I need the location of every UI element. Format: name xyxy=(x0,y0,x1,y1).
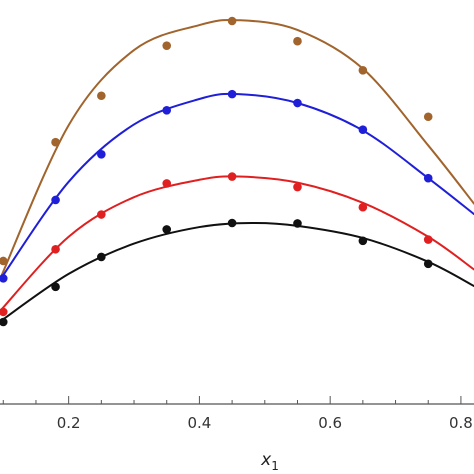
series-1-curve xyxy=(0,18,474,281)
x-tick-label: 0.2 xyxy=(57,414,81,432)
series-2-point-1 xyxy=(0,274,8,283)
series-4-point-8 xyxy=(423,259,433,269)
series-1-point-5 xyxy=(227,16,237,26)
series-4-point-2 xyxy=(51,282,60,292)
series-3-point-8 xyxy=(423,235,433,244)
series-2-point-2 xyxy=(51,195,60,205)
series-3-point-7 xyxy=(358,202,368,212)
series-3-point-3 xyxy=(97,210,106,219)
series-3-curve xyxy=(0,175,474,313)
x-tick-label: 0.8 xyxy=(449,414,473,432)
series-2-point-6 xyxy=(293,98,302,108)
series-2-point-7 xyxy=(358,125,368,134)
series-4-curve xyxy=(0,221,474,323)
series-2-point-8 xyxy=(423,173,433,183)
series-4-point-3 xyxy=(97,252,106,262)
series-1-point-8 xyxy=(423,112,433,122)
x-tick-label: 0.4 xyxy=(187,414,211,432)
fit-curves xyxy=(0,18,474,323)
series-1-point-4 xyxy=(162,41,172,50)
series-1-point-1 xyxy=(0,256,8,266)
series-1-point-7 xyxy=(358,66,368,75)
data-points xyxy=(0,16,433,327)
series-3-point-5 xyxy=(227,172,237,181)
x-axis-ticks: 0.2 0.4 0.6 0.8 xyxy=(2,396,473,432)
series-3-point-2 xyxy=(51,244,60,254)
series-3-point-6 xyxy=(293,182,302,192)
series-2-point-4 xyxy=(162,105,172,115)
series-4-point-5 xyxy=(227,218,237,228)
x-axis-title: x1 xyxy=(260,450,279,473)
series-1-point-3 xyxy=(97,91,106,101)
series-3-point-4 xyxy=(162,179,172,188)
series-2-point-3 xyxy=(97,150,106,159)
x-axis-title-main: x xyxy=(260,450,272,470)
x-axis-title-subscript: 1 xyxy=(271,459,279,473)
series-4-point-7 xyxy=(358,236,368,246)
series-1-point-2 xyxy=(51,137,60,147)
series-2-point-5 xyxy=(227,89,237,99)
series-4-point-1 xyxy=(0,317,8,327)
series-4-point-6 xyxy=(293,219,302,228)
series-3-point-1 xyxy=(0,307,8,317)
series-4-point-4 xyxy=(162,225,172,234)
series-1-point-6 xyxy=(293,36,302,46)
x-tick-label: 0.6 xyxy=(318,414,342,432)
